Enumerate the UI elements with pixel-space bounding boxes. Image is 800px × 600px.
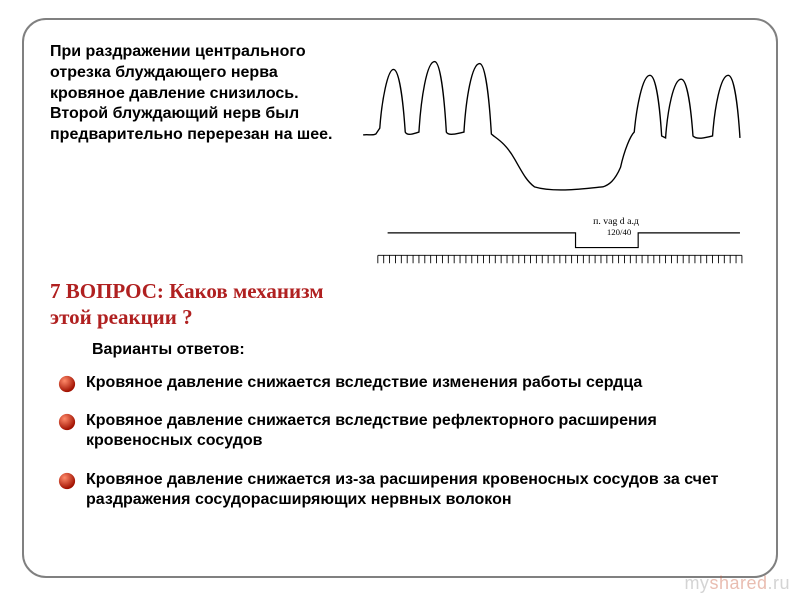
watermark-part2: shared <box>709 573 767 593</box>
answer-text: Кровяное давление снижается вследствие и… <box>86 373 642 393</box>
watermark-suffix: .ru <box>767 573 790 593</box>
intro-paragraph: При раздражении центрального отрезка блу… <box>50 42 350 272</box>
answer-text: Кровяное давление снижается из-за расшир… <box>86 470 750 511</box>
answer-option[interactable]: Кровяное давление снижается вследствие р… <box>58 411 750 452</box>
question-heading: 7 ВОПРОС: Каков механизм этой реакции ? <box>50 278 370 331</box>
answer-option[interactable]: Кровяное давление снижается из-за расшир… <box>58 470 750 511</box>
time-ticks <box>378 255 742 263</box>
chart-annotation-sub: 120/40 <box>607 227 632 237</box>
sphere-bullet-icon <box>58 375 76 393</box>
watermark-part1: my <box>684 573 709 593</box>
pressure-trace <box>363 62 740 190</box>
chart-annotation: п. vag d а.д <box>593 216 639 227</box>
slide-frame: При раздражении центрального отрезка блу… <box>22 18 778 578</box>
answers-list: Кровяное давление снижается вследствие и… <box>58 373 750 511</box>
top-section: При раздражении центрального отрезка блу… <box>50 42 750 272</box>
chart-svg: п. vag d а.д 120/40 <box>358 42 750 272</box>
sphere-bullet-icon <box>58 413 76 431</box>
watermark: myshared.ru <box>684 573 790 594</box>
answer-text: Кровяное давление снижается вследствие р… <box>86 411 750 452</box>
stimulus-baseline <box>388 233 740 248</box>
answers-label: Варианты ответов: <box>92 341 750 359</box>
sphere-bullet-icon <box>58 472 76 490</box>
physiograph-chart: п. vag d а.д 120/40 <box>358 42 750 272</box>
answer-option[interactable]: Кровяное давление снижается вследствие и… <box>58 373 750 393</box>
